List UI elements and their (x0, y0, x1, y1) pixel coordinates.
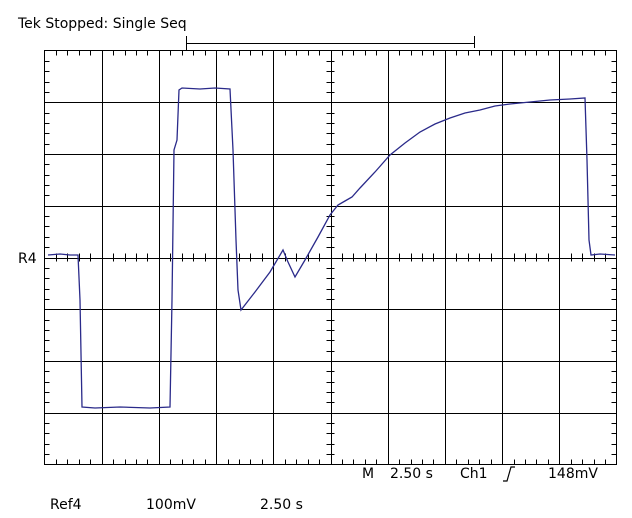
graticule (44, 50, 617, 465)
timebase-label: M (362, 466, 374, 482)
graticule-border (44, 50, 617, 465)
reference-name: Ref4 (50, 497, 82, 513)
timebase-value: 2.50 s (390, 466, 433, 482)
time-per-division: 2.50 s (260, 497, 303, 513)
trigger-slope-icon (503, 466, 515, 482)
record-bracket (186, 36, 475, 50)
reference-marker: R4 (18, 251, 37, 267)
waveform-trace (47, 87, 616, 409)
scope-status-title: Tek Stopped: Single Seq (17, 16, 187, 32)
trigger-level: 148mV (548, 466, 598, 482)
volts-per-division: 100mV (146, 497, 196, 513)
trigger-channel: Ch1 (460, 466, 488, 482)
